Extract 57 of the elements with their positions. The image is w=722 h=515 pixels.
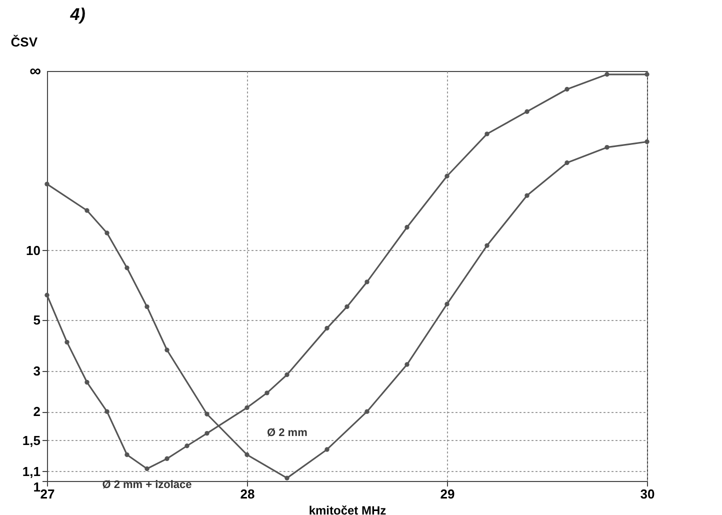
point: [244, 452, 250, 458]
point: [104, 230, 110, 236]
point: [444, 302, 450, 306]
point: [44, 292, 50, 298]
point: [204, 430, 210, 436]
point: [524, 109, 530, 114]
point: [564, 160, 570, 166]
chart-title: 4): [69, 5, 86, 24]
y-tick-label: 1,1: [22, 464, 40, 479]
point: [284, 476, 290, 480]
point: [604, 144, 610, 150]
point: [344, 304, 350, 310]
point: [604, 72, 610, 77]
y-tick-label: 2: [33, 404, 40, 420]
point: [244, 405, 250, 410]
point: [264, 390, 270, 396]
point: [364, 280, 370, 284]
point: [164, 348, 170, 352]
point: [324, 447, 330, 452]
point: [644, 72, 650, 77]
point: [164, 456, 170, 461]
point: [144, 466, 150, 472]
point: [524, 193, 530, 198]
x-tick-label: 27: [40, 486, 55, 502]
point: [404, 224, 410, 230]
y-tick-label: 1,5: [22, 432, 40, 448]
point: [104, 409, 110, 414]
point: [184, 444, 190, 448]
text: ∞: [30, 63, 41, 80]
point: [324, 326, 330, 331]
point: [204, 412, 210, 416]
series-label: Ø 2 mm + izolace: [102, 478, 192, 491]
y-tick-label: 10: [26, 242, 40, 258]
y-axis-title: ČSV: [10, 34, 38, 50]
point: [84, 208, 90, 213]
x-tick-label: 30: [640, 486, 655, 502]
point: [404, 362, 410, 367]
y-tick-label: 3: [33, 363, 40, 378]
x-tick-label: 28: [240, 486, 255, 502]
point: [84, 380, 90, 385]
point: [64, 340, 70, 345]
point: [44, 182, 50, 186]
point: [364, 409, 370, 414]
point: [284, 372, 290, 378]
point: [124, 266, 130, 270]
point: [564, 86, 570, 92]
point: [644, 139, 650, 144]
point: [484, 243, 490, 248]
point: [444, 174, 450, 178]
x-axis-title: kmitočet MHz: [308, 504, 386, 515]
x-tick-label: 29: [440, 486, 455, 502]
point: [144, 304, 150, 310]
series-label: Ø 2 mm: [267, 427, 308, 440]
y-tick-label: 5: [33, 312, 40, 328]
point: [124, 452, 130, 458]
y-tick-label: 1: [33, 480, 40, 494]
point: [484, 132, 490, 136]
